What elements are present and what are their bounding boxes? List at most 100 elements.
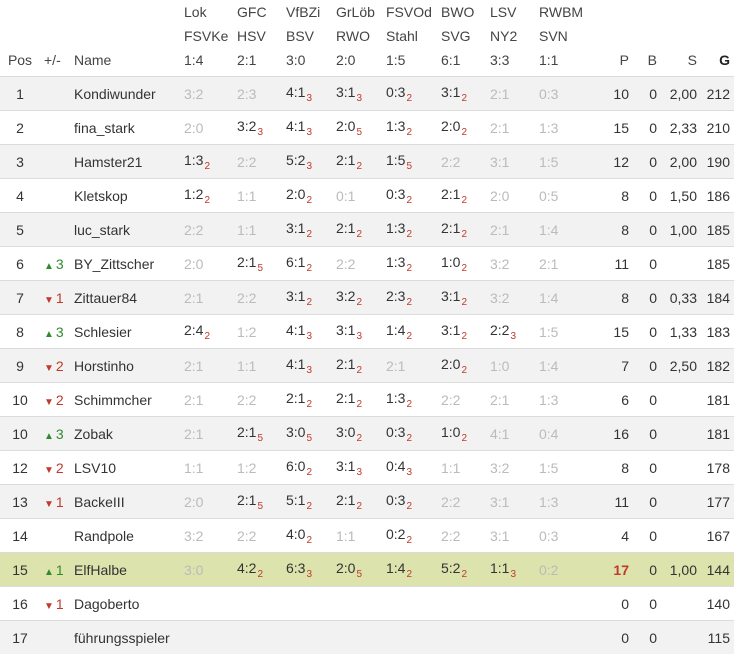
row-position: 9 [0,349,40,383]
col-total[interactable]: G [701,0,734,77]
tip-value: 3:2 [490,290,509,306]
tip-value: 2:1 [237,492,256,508]
match-result: 6:1 [441,48,482,72]
row-bonus: 0 [633,587,661,621]
tip-cell: 2:2 [437,383,486,417]
tip-cell: 2:15 [233,417,282,451]
tip-cell: 2:15 [233,247,282,281]
col-pos[interactable]: Pos [0,0,40,77]
tip-cell: 3:2 [180,519,233,553]
player-name[interactable]: Hamster21 [70,145,180,179]
player-name[interactable]: luc_stark [70,213,180,247]
tip-points: 2 [306,399,312,410]
player-name[interactable]: Kletskop [70,179,180,213]
tip-cell: 2:0 [180,485,233,519]
row-bonus: 0 [633,77,661,111]
col-s[interactable]: S [661,0,701,77]
row-change [40,621,70,654]
player-name[interactable]: BackeIII [70,485,180,519]
tip-cell: 2:12 [437,213,486,247]
tip-value: 2:2 [237,290,256,306]
player-name[interactable]: führungsspieler [70,621,180,654]
tip-cell: 1:4 [535,281,587,315]
col-name[interactable]: Name [70,0,180,77]
player-name[interactable]: Kondiwunder [70,77,180,111]
tip-cell: 2:12 [332,485,382,519]
row-bonus: 0 [633,111,661,145]
row-bonus: 0 [633,451,661,485]
tip-value: 2:0 [441,118,460,134]
tip-cell: 2:02 [437,111,486,145]
tip-cell: 2:32 [382,281,437,315]
row-total: 212 [701,77,734,111]
player-name[interactable]: Zittauer84 [70,281,180,315]
row-bonus: 0 [633,519,661,553]
tip-cell: 1:32 [382,111,437,145]
row-points: 7 [587,349,633,383]
row-total: 115 [701,621,734,654]
tip-value: 4:1 [286,118,305,134]
row-points: 8 [587,281,633,315]
player-name[interactable]: Schlesier [70,315,180,349]
player-name[interactable]: Dagoberto [70,587,180,621]
tip-value: 1:4 [386,560,405,576]
tip-cell: 4:13 [282,349,332,383]
tip-cell: 2:05 [332,111,382,145]
tip-cell: 3:12 [437,315,486,349]
row-s: 1,00 [661,213,701,247]
tip-cell [535,621,587,654]
player-name[interactable]: Schimmcher [70,383,180,417]
player-name[interactable]: fina_stark [70,111,180,145]
player-name[interactable]: LSV10 [70,451,180,485]
tip-value: 2:1 [184,426,203,442]
player-name[interactable]: BY_Zittscher [70,247,180,281]
tip-cell: 2:12 [437,179,486,213]
player-name[interactable]: ElfHalbe [70,553,180,587]
row-total: 182 [701,349,734,383]
player-name[interactable]: Zobak [70,417,180,451]
row-points: 8 [587,213,633,247]
col-points[interactable]: P [587,0,633,77]
row-s: 1,00 [661,553,701,587]
col-change[interactable]: +/- [40,0,70,77]
tip-value: 1:3 [386,220,405,236]
row-change [40,179,70,213]
change-value: 1 [56,596,64,612]
player-name[interactable]: Randpole [70,519,180,553]
match-away: SVG [441,24,482,48]
col-bonus[interactable]: B [633,0,661,77]
row-total: 183 [701,315,734,349]
row-total: 181 [701,417,734,451]
player-name[interactable]: Horstinho [70,349,180,383]
tip-value: 3:2 [184,86,203,102]
tip-value: 2:2 [237,392,256,408]
tip-cell: 6:33 [282,553,332,587]
row-total: 144 [701,553,734,587]
